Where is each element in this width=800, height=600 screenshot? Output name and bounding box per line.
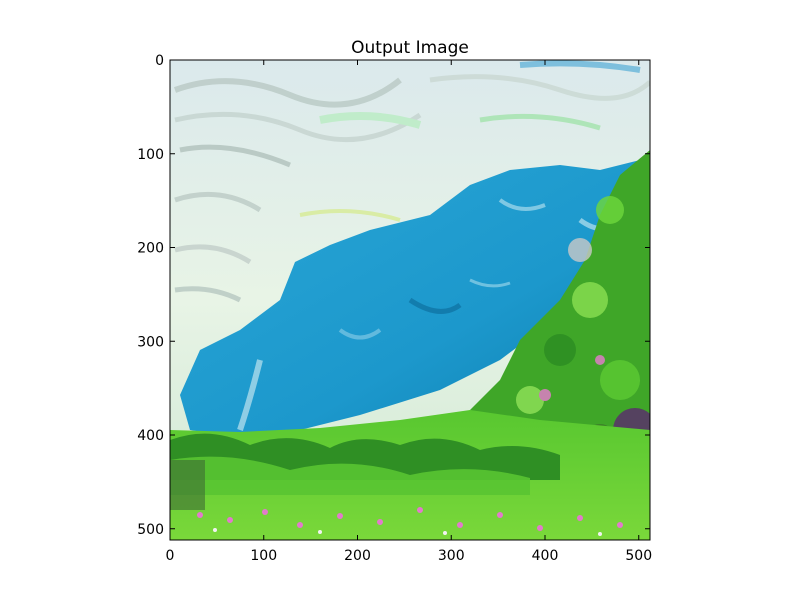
chart-title: Output Image	[351, 38, 469, 58]
x-tick-label: 300	[438, 548, 465, 564]
cloud-streaks	[173, 60, 650, 303]
x-tick-label: 100	[250, 548, 277, 564]
y-tick-label: 500	[137, 522, 164, 538]
y-tick-label: 300	[137, 334, 164, 350]
y-tick-label: 0	[155, 53, 164, 69]
treeline	[170, 433, 560, 510]
axis-ticks	[169, 59, 650, 540]
axes-frame	[169, 59, 651, 541]
x-tick-label: 400	[532, 548, 559, 564]
y-tick-label: 200	[137, 241, 164, 257]
forest-texture	[516, 196, 650, 456]
x-tick-label: 200	[344, 548, 371, 564]
water-region	[180, 160, 650, 438]
y-tick-label: 400	[137, 428, 164, 444]
x-tick-label: 500	[625, 548, 652, 564]
flower-dots	[197, 507, 623, 536]
output-image	[170, 60, 650, 540]
x-tick-label: 0	[166, 548, 175, 564]
y-tick-label: 100	[137, 147, 164, 163]
water-highlights	[237, 198, 622, 431]
